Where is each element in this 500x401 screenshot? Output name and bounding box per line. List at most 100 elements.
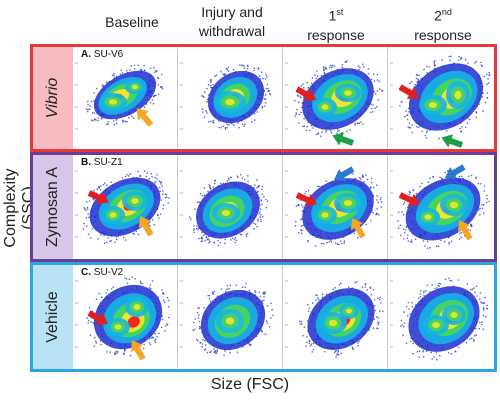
event-dot (193, 228, 195, 230)
event-dot (379, 298, 381, 301)
event-dot (377, 201, 380, 204)
event-dot (259, 208, 262, 210)
event-dot (483, 185, 486, 187)
event-dot (202, 339, 204, 341)
event-dot (486, 304, 489, 307)
event-dot (154, 341, 157, 344)
event-dot (239, 233, 242, 236)
event-dot (197, 228, 199, 231)
event-dot (311, 302, 314, 304)
group-zymosan: Zymosan A B. SU-Z1 (30, 152, 497, 262)
event-dot (227, 66, 230, 69)
event-dot (224, 238, 227, 241)
event-dot (474, 291, 476, 294)
event-dot (206, 112, 208, 114)
event-dot (203, 349, 206, 351)
event-dot (105, 81, 108, 84)
event-dot (423, 290, 425, 292)
green-arrow (441, 134, 464, 148)
event-dot (249, 343, 252, 346)
event-dot (258, 291, 261, 294)
event-dot (160, 326, 163, 329)
event-dot (333, 65, 336, 67)
event-dot (229, 351, 231, 354)
event-dot (115, 352, 117, 355)
event-dot (107, 123, 109, 125)
event-dot (100, 118, 103, 120)
subpopulation-0-layer-2 (428, 102, 438, 108)
event-dot (380, 201, 383, 203)
event-dot (222, 125, 224, 127)
event-dot (86, 201, 88, 203)
event-dot (226, 123, 229, 126)
event-dot (137, 170, 139, 173)
event-dot (482, 309, 485, 311)
event-dot (209, 300, 212, 303)
event-dot (460, 175, 463, 178)
event-dot (254, 291, 257, 293)
event-dot (473, 340, 475, 342)
plot-vibrio-4 (388, 47, 493, 149)
event-dot (235, 239, 238, 242)
event-dot (426, 130, 428, 132)
event-dot (193, 321, 195, 324)
event-dot (246, 233, 249, 235)
event-dot (91, 228, 94, 230)
event-dot (98, 187, 100, 189)
event-dot (479, 321, 481, 324)
event-dot (330, 64, 332, 67)
event-dot (210, 350, 213, 352)
event-dot (161, 190, 164, 192)
panel-id: SU-V2 (91, 267, 124, 278)
event-dot (208, 294, 211, 297)
density-layer-4 (127, 316, 140, 328)
event-dot (488, 200, 490, 203)
event-dot (162, 292, 164, 294)
event-dot (358, 68, 360, 71)
event-dot (343, 242, 346, 244)
event-dot (325, 68, 328, 70)
event-dot (209, 186, 211, 188)
event-dot (294, 224, 297, 227)
event-dot (156, 76, 159, 79)
event-dot (165, 325, 167, 327)
event-dot (228, 179, 230, 181)
event-dot (311, 77, 314, 79)
event-dot (486, 307, 488, 310)
event-dot (110, 181, 112, 183)
event-dot (117, 350, 119, 353)
event-dot (137, 233, 140, 236)
event-dot (400, 319, 403, 322)
event-dot (158, 186, 161, 189)
event-dot (269, 93, 272, 96)
event-dot (444, 278, 447, 281)
event-dot (397, 227, 400, 229)
event-dot (264, 94, 267, 96)
event-dot (407, 107, 410, 110)
event-dot (486, 198, 489, 200)
event-dot (466, 283, 469, 285)
event-dot (426, 65, 428, 68)
event-dot (264, 78, 267, 80)
event-dot (260, 214, 262, 216)
event-dot (372, 104, 374, 106)
event-dot (407, 240, 410, 242)
plot-vehicle-4 (388, 265, 493, 369)
event-dot (224, 126, 227, 129)
event-dot (377, 321, 379, 323)
event-dot (473, 335, 476, 337)
event-dot (244, 286, 246, 288)
event-dot (412, 352, 414, 355)
event-dot (247, 175, 249, 177)
event-dot (83, 207, 86, 209)
event-dot (260, 199, 262, 201)
event-dot (256, 225, 258, 228)
event-dot (306, 341, 308, 344)
event-dot (201, 231, 203, 234)
event-dot (197, 307, 200, 309)
event-dot (295, 112, 297, 114)
event-dot (483, 190, 486, 192)
event-dot (95, 340, 97, 343)
event-dot (437, 245, 440, 247)
subpopulation-0-layer-2 (328, 319, 338, 327)
